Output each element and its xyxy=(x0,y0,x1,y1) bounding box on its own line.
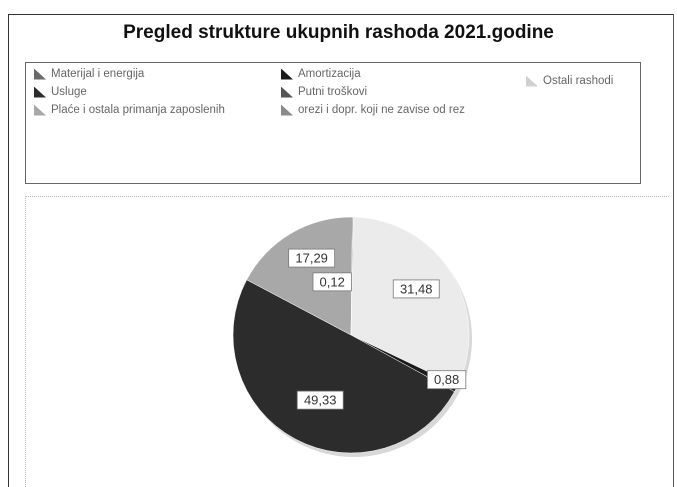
legend-swatch xyxy=(281,68,293,80)
legend-swatch xyxy=(34,86,46,98)
legend-label: Usluge xyxy=(51,86,87,98)
data-label-text: 17,29 xyxy=(295,251,328,266)
legend-swatch xyxy=(34,68,46,80)
data-label: 0,12 xyxy=(312,272,352,292)
pie-slice-0 xyxy=(350,216,470,387)
data-label: 49,33 xyxy=(296,390,344,410)
chart-title: Pregled strukture ukupnih rashoda 2021.g… xyxy=(123,22,554,43)
legend-swatch xyxy=(281,104,293,116)
data-label: 17,29 xyxy=(288,248,336,268)
legend-label: Amortizacija xyxy=(298,68,361,80)
legend-swatch xyxy=(526,75,538,87)
legend-item-putni: Putni troškovi xyxy=(281,86,367,98)
data-label-box xyxy=(392,279,440,299)
legend-item-place: Plaće i ostala primanja zaposlenih xyxy=(34,104,225,116)
data-label-box xyxy=(288,248,336,268)
legend-label: Materijal i energija xyxy=(51,68,145,80)
data-label-box xyxy=(312,272,352,292)
data-label: 31,48 xyxy=(392,279,440,299)
legend-item-porezi: orezi i dopr. koji ne zavise od rez xyxy=(281,104,465,116)
legend-swatch xyxy=(281,86,293,98)
data-label-text: 0,12 xyxy=(320,274,345,289)
data-label: 0,88 xyxy=(427,370,467,390)
legend-item-ostali: Ostali rashodi xyxy=(526,75,613,87)
legend-label: orezi i dopr. koji ne zavise od rez xyxy=(298,104,465,116)
data-label-text: 31,48 xyxy=(400,281,433,296)
pie-slice-1 xyxy=(232,279,455,454)
data-label-text: 0,88 xyxy=(434,372,459,387)
legend-item-usluge: Usluge xyxy=(34,86,87,98)
legend-label: Plaće i ostala primanja zaposlenih xyxy=(51,104,225,116)
data-label-text: 49,33 xyxy=(304,393,337,408)
legend-swatch xyxy=(34,104,46,116)
legend-item-amortizacija: Amortizacija xyxy=(281,68,361,80)
chart-frame xyxy=(8,14,674,487)
legend-label: Ostali rashodi xyxy=(543,75,614,87)
plot-area: 31,48 0,88 49,33 17,29 0,12 xyxy=(25,196,669,487)
pie-slice-2 xyxy=(246,216,353,336)
pie-chart: 31,48 0,88 49,33 17,29 0,12 xyxy=(232,216,472,457)
legend-item-materijal: Materijal i energija xyxy=(34,68,144,80)
data-label-box xyxy=(427,370,467,390)
data-label-box xyxy=(296,390,344,410)
legend-label: Putni troškovi xyxy=(298,86,368,98)
legend: Materijal i energija Usluge Plaće i osta… xyxy=(25,62,641,184)
pie-slice-4 xyxy=(350,216,354,336)
